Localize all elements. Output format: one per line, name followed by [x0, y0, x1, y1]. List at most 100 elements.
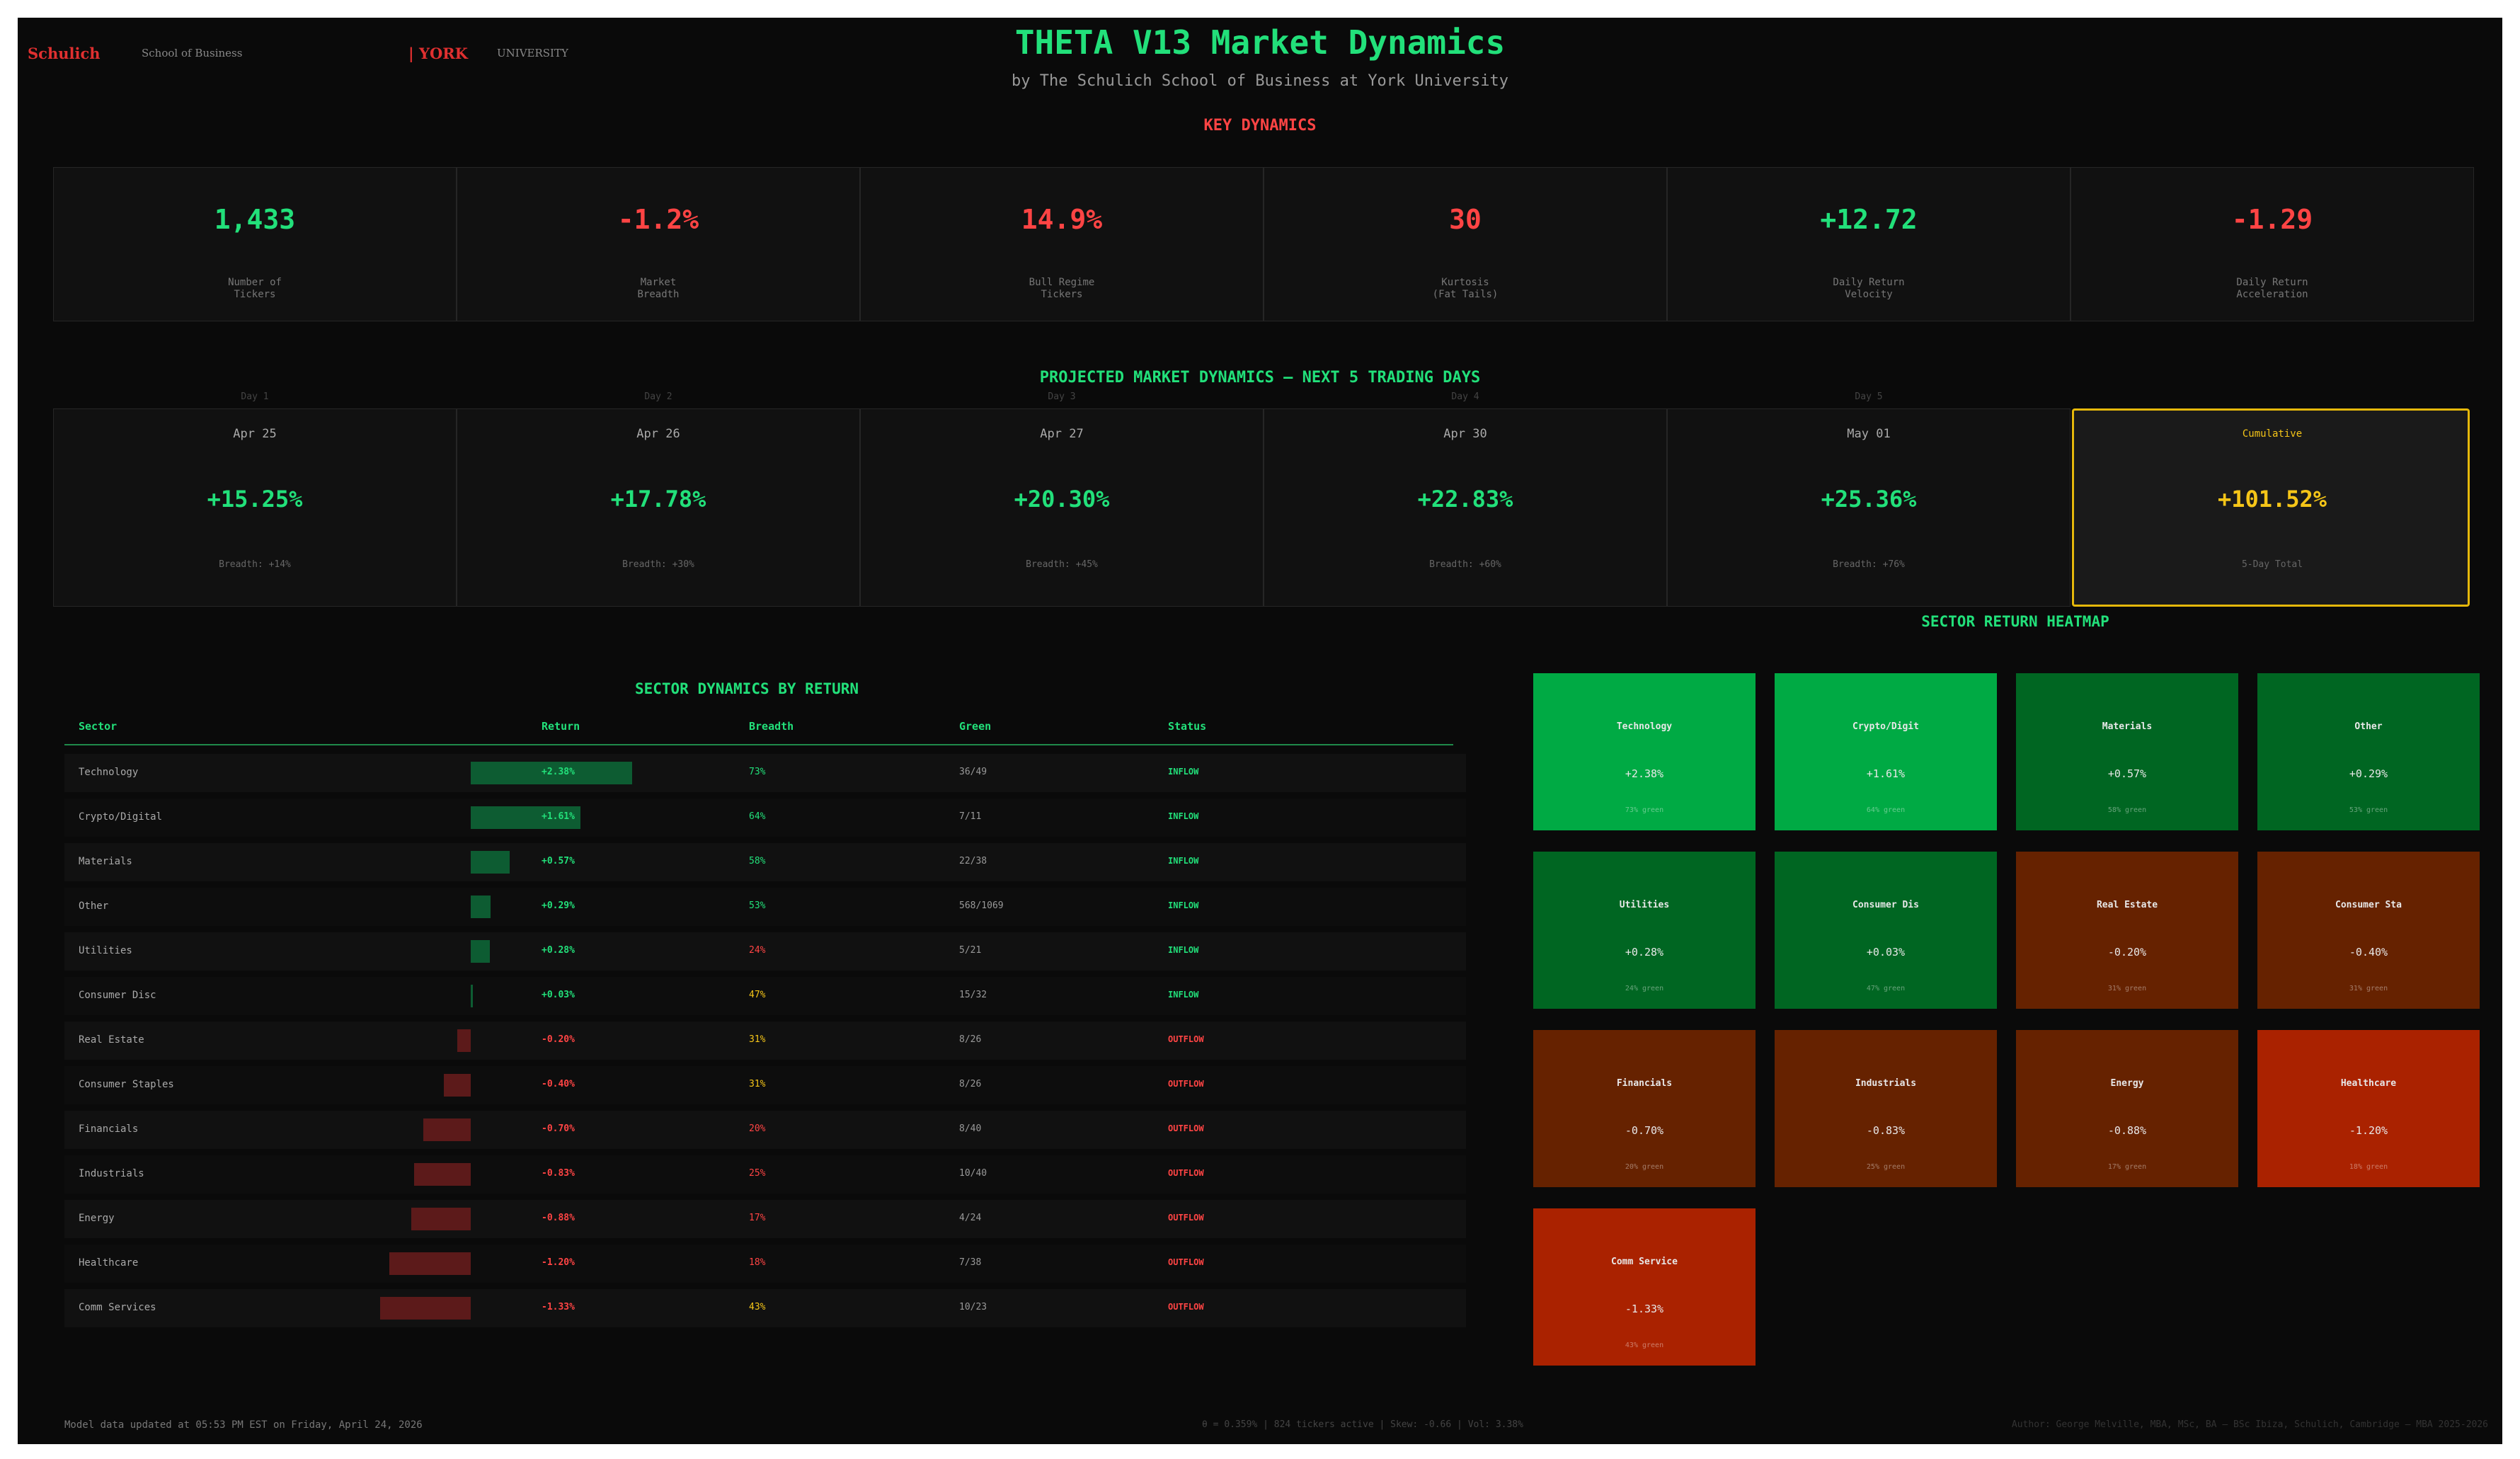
- tile-value: +1.61%: [1866, 767, 1906, 780]
- green-count: 568/1069: [959, 900, 1004, 911]
- day-label: Day 5: [1855, 391, 1883, 402]
- kpi-label: Kurtosis (Fat Tails): [1432, 277, 1499, 300]
- kpi-card: [53, 167, 457, 321]
- table-row: [64, 754, 1466, 792]
- tile-name: Utilities: [1619, 900, 1670, 910]
- kpi-label: Daily Return Velocity: [1833, 277, 1905, 300]
- tile-value: -1.33%: [1625, 1303, 1664, 1315]
- sector-name: Other: [79, 900, 109, 912]
- projection-card: [860, 408, 1264, 607]
- heatmap-tile: [1533, 1030, 1756, 1187]
- kpi-value: 14.9%: [1021, 204, 1103, 235]
- tile-name: Healthcare: [2340, 1078, 2397, 1089]
- table-row: [64, 799, 1466, 837]
- tile-name: Real Estate: [2096, 900, 2158, 910]
- tile-value: +0.03%: [1866, 946, 1906, 959]
- projection-card: [1264, 408, 1667, 607]
- heatmap-tile: [1775, 673, 1997, 830]
- tile-note: 31% green: [2349, 985, 2388, 992]
- status: OUTFLOW: [1168, 1168, 1204, 1178]
- kpi-card: [1667, 167, 2071, 321]
- table-row: [64, 1200, 1466, 1238]
- footer-text: θ = 0.359% | 824 tickers active | Skew: …: [1202, 1419, 1523, 1430]
- sector-name: Crypto/Digital: [79, 811, 163, 823]
- projection-value: +22.83%: [1417, 486, 1513, 513]
- return-label: -0.20%: [542, 1034, 575, 1045]
- tile-note: 58% green: [2107, 806, 2147, 814]
- return-bar: [411, 1208, 471, 1230]
- breadth: 24%: [749, 945, 766, 956]
- tile-value: +0.57%: [2107, 767, 2147, 780]
- green-count: 5/21: [959, 945, 982, 956]
- status: OUTFLOW: [1168, 1213, 1204, 1223]
- tile-value: -0.40%: [2349, 946, 2388, 959]
- column-header: Status: [1168, 720, 1207, 733]
- projection-card: [457, 408, 860, 607]
- tile-name: Materials: [2102, 721, 2153, 732]
- heatmap-tile: [2016, 1030, 2238, 1187]
- sector-name: Industrials: [79, 1168, 144, 1179]
- heatmap-tile: [1775, 852, 1997, 1009]
- green-count: 7/38: [959, 1257, 982, 1268]
- tile-value: -0.88%: [2107, 1124, 2147, 1137]
- column-header: Return: [542, 720, 580, 733]
- heatmap-tile: [1775, 1030, 1997, 1187]
- day-label: Day 2: [644, 391, 672, 402]
- table-row: [64, 932, 1466, 971]
- kpi-value: 30: [1449, 204, 1482, 235]
- breadth: 20%: [749, 1123, 766, 1134]
- heatmap-tile: [2016, 673, 2238, 830]
- table-row: [64, 1022, 1466, 1060]
- kpi-card: [860, 167, 1264, 321]
- tile-note: 43% green: [1625, 1341, 1664, 1349]
- logo: | YORK: [408, 45, 468, 62]
- subtitle: by The Schulich School of Business at Yo…: [1012, 72, 1508, 90]
- projection-date: Apr 27: [1040, 427, 1084, 441]
- green-count: 8/40: [959, 1123, 982, 1134]
- kpi-card: [1264, 167, 1667, 321]
- status: INFLOW: [1168, 900, 1199, 910]
- projection-breadth: Breadth: +14%: [219, 559, 291, 570]
- heatmap-tile: [2257, 1030, 2480, 1187]
- cumulative-note: 5-Day Total: [2241, 559, 2303, 570]
- return-label: +0.57%: [542, 856, 575, 866]
- return-bar: [457, 1029, 471, 1052]
- tile-note: 53% green: [2349, 806, 2388, 814]
- sector-name: Consumer Staples: [79, 1079, 174, 1090]
- status: OUTFLOW: [1168, 1302, 1204, 1312]
- sector-name: Financials: [79, 1123, 139, 1135]
- status: INFLOW: [1168, 767, 1199, 777]
- heatmap-tile: [2257, 673, 2480, 830]
- status: INFLOW: [1168, 811, 1199, 821]
- return-label: -0.88%: [542, 1213, 575, 1223]
- breadth: 18%: [749, 1257, 766, 1268]
- return-label: -0.70%: [542, 1123, 575, 1134]
- projection-date: Apr 26: [636, 427, 680, 441]
- tile-name: Consumer Dis: [1852, 900, 1919, 910]
- green-count: 10/23: [959, 1302, 987, 1312]
- tile-value: +0.29%: [2349, 767, 2388, 780]
- return-label: -0.83%: [542, 1168, 575, 1179]
- tile-name: Consumer Sta: [2335, 900, 2402, 910]
- kpi-value: -1.2%: [617, 204, 699, 235]
- table-row: [64, 1111, 1466, 1149]
- projection-value: +20.30%: [1014, 486, 1110, 513]
- return-label: -1.20%: [542, 1257, 575, 1268]
- return-label: +1.61%: [542, 811, 575, 822]
- table-row: [64, 843, 1466, 881]
- tile-note: 20% green: [1625, 1163, 1664, 1171]
- status: INFLOW: [1168, 990, 1199, 1000]
- green-count: 8/26: [959, 1034, 982, 1045]
- tile-note: 24% green: [1625, 985, 1664, 992]
- status: INFLOW: [1168, 945, 1199, 955]
- column-header: Green: [959, 720, 992, 733]
- return-bar: [389, 1252, 471, 1275]
- projection-breadth: Breadth: +76%: [1833, 559, 1905, 570]
- projection-value: +15.25%: [207, 486, 303, 513]
- return-label: +0.28%: [542, 945, 575, 956]
- breadth: 53%: [749, 900, 766, 911]
- projection-date: Apr 25: [233, 427, 277, 441]
- column-header: Sector: [79, 720, 118, 733]
- kpi-value: +12.72: [1820, 204, 1918, 235]
- tile-value: +2.38%: [1625, 767, 1664, 780]
